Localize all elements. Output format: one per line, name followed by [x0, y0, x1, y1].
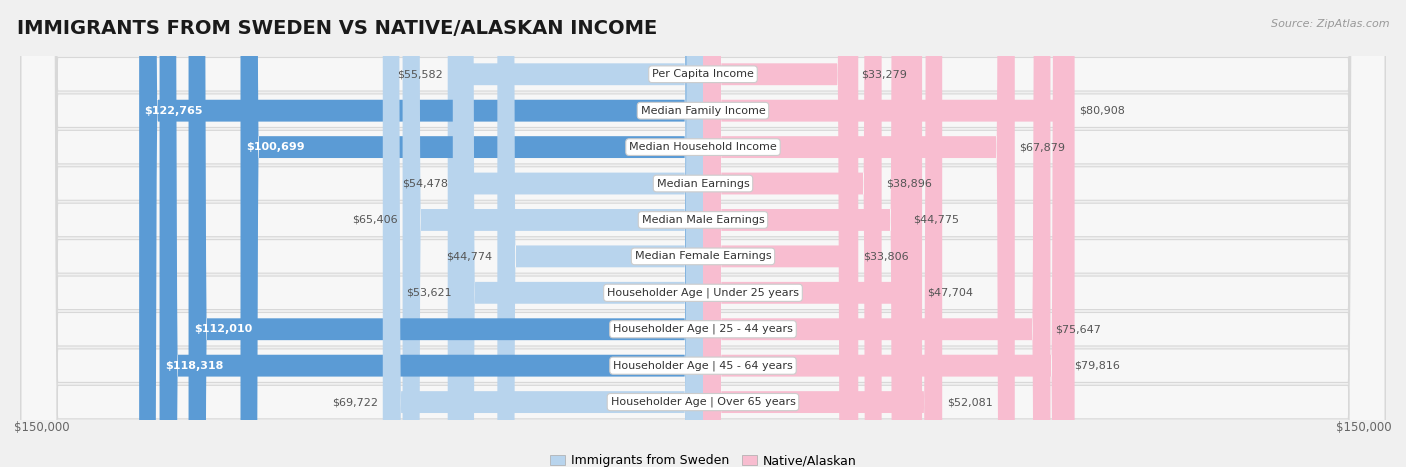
- Text: Source: ZipAtlas.com: Source: ZipAtlas.com: [1271, 19, 1389, 28]
- FancyBboxPatch shape: [21, 0, 1385, 467]
- Text: $54,478: $54,478: [402, 178, 449, 189]
- Text: $80,908: $80,908: [1080, 106, 1125, 116]
- Text: Householder Age | Under 25 years: Householder Age | Under 25 years: [607, 288, 799, 298]
- FancyBboxPatch shape: [703, 0, 908, 467]
- Text: $122,765: $122,765: [145, 106, 202, 116]
- Text: $52,081: $52,081: [948, 397, 993, 407]
- Text: $53,621: $53,621: [406, 288, 451, 298]
- Text: $67,879: $67,879: [1019, 142, 1066, 152]
- Text: Householder Age | 45 - 64 years: Householder Age | 45 - 64 years: [613, 361, 793, 371]
- FancyBboxPatch shape: [703, 0, 1050, 467]
- Text: $150,000: $150,000: [1336, 421, 1392, 434]
- Text: $44,775: $44,775: [914, 215, 959, 225]
- FancyBboxPatch shape: [21, 0, 1385, 467]
- FancyBboxPatch shape: [402, 0, 703, 467]
- FancyBboxPatch shape: [21, 0, 1385, 467]
- FancyBboxPatch shape: [703, 0, 856, 467]
- FancyBboxPatch shape: [21, 0, 1385, 467]
- Text: $33,806: $33,806: [863, 251, 908, 262]
- FancyBboxPatch shape: [703, 0, 1015, 467]
- Text: Median Male Earnings: Median Male Earnings: [641, 215, 765, 225]
- Text: $79,816: $79,816: [1074, 361, 1121, 371]
- Text: $44,774: $44,774: [447, 251, 492, 262]
- FancyBboxPatch shape: [240, 0, 703, 467]
- FancyBboxPatch shape: [382, 0, 703, 467]
- Text: Median Earnings: Median Earnings: [657, 178, 749, 189]
- Text: Median Family Income: Median Family Income: [641, 106, 765, 116]
- FancyBboxPatch shape: [21, 0, 1385, 467]
- FancyBboxPatch shape: [21, 0, 1385, 467]
- FancyBboxPatch shape: [21, 0, 1385, 467]
- FancyBboxPatch shape: [703, 0, 1074, 467]
- Text: $65,406: $65,406: [352, 215, 398, 225]
- FancyBboxPatch shape: [703, 0, 858, 467]
- Text: $112,010: $112,010: [194, 324, 252, 334]
- Legend: Immigrants from Sweden, Native/Alaskan: Immigrants from Sweden, Native/Alaskan: [544, 449, 862, 467]
- FancyBboxPatch shape: [21, 0, 1385, 467]
- FancyBboxPatch shape: [703, 0, 922, 467]
- FancyBboxPatch shape: [703, 0, 1070, 467]
- Text: Householder Age | 25 - 44 years: Householder Age | 25 - 44 years: [613, 324, 793, 334]
- FancyBboxPatch shape: [498, 0, 703, 467]
- FancyBboxPatch shape: [188, 0, 703, 467]
- FancyBboxPatch shape: [453, 0, 703, 467]
- Text: $118,318: $118,318: [165, 361, 224, 371]
- FancyBboxPatch shape: [703, 0, 942, 467]
- Text: Median Household Income: Median Household Income: [628, 142, 778, 152]
- Text: Median Female Earnings: Median Female Earnings: [634, 251, 772, 262]
- FancyBboxPatch shape: [159, 0, 703, 467]
- Text: Per Capita Income: Per Capita Income: [652, 69, 754, 79]
- FancyBboxPatch shape: [457, 0, 703, 467]
- Text: $55,582: $55,582: [396, 69, 443, 79]
- Text: $69,722: $69,722: [332, 397, 378, 407]
- FancyBboxPatch shape: [447, 0, 703, 467]
- Text: $100,699: $100,699: [246, 142, 305, 152]
- FancyBboxPatch shape: [139, 0, 703, 467]
- Text: $38,896: $38,896: [886, 178, 932, 189]
- FancyBboxPatch shape: [21, 0, 1385, 467]
- Text: $75,647: $75,647: [1056, 324, 1101, 334]
- FancyBboxPatch shape: [21, 0, 1385, 467]
- FancyBboxPatch shape: [703, 0, 882, 467]
- Text: $33,279: $33,279: [860, 69, 907, 79]
- Text: $150,000: $150,000: [14, 421, 70, 434]
- Text: Householder Age | Over 65 years: Householder Age | Over 65 years: [610, 397, 796, 407]
- Text: IMMIGRANTS FROM SWEDEN VS NATIVE/ALASKAN INCOME: IMMIGRANTS FROM SWEDEN VS NATIVE/ALASKAN…: [17, 19, 657, 38]
- Text: $47,704: $47,704: [927, 288, 973, 298]
